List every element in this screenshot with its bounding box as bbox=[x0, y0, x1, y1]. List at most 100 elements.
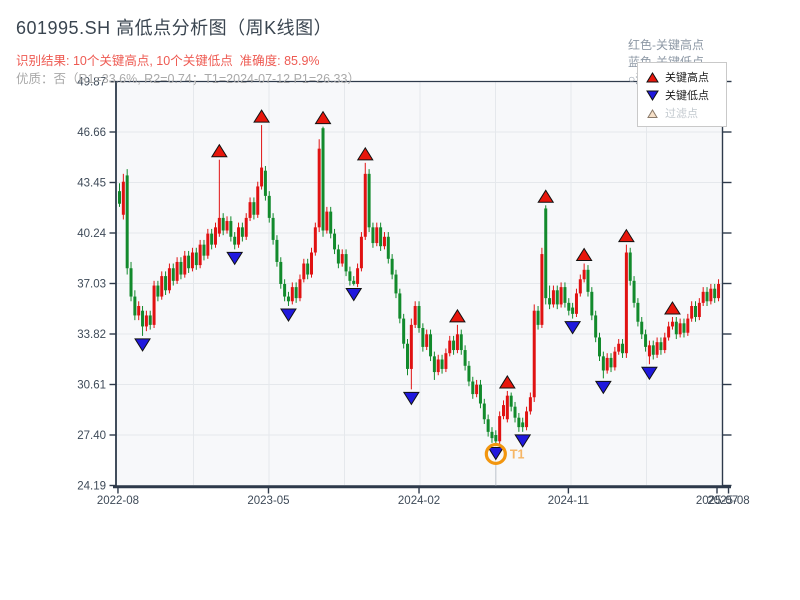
candle-body bbox=[647, 345, 651, 357]
y-axis-label: 24.19 bbox=[77, 481, 106, 493]
candle-body bbox=[509, 395, 513, 407]
key-high-marker bbox=[449, 308, 466, 323]
candle-body bbox=[194, 252, 198, 266]
candle-body bbox=[187, 255, 191, 269]
candle-body bbox=[559, 287, 563, 305]
candle-body bbox=[275, 239, 279, 262]
candle-body bbox=[548, 298, 552, 305]
color-key-high-label: 红色-关键高点 bbox=[628, 38, 704, 52]
candle-body bbox=[409, 324, 413, 369]
candle-body bbox=[678, 323, 682, 335]
candle-body bbox=[379, 227, 383, 247]
legend-filter-label: 过滤点 bbox=[665, 108, 698, 120]
key-low-triangle-icon bbox=[646, 90, 659, 101]
candle-body bbox=[256, 186, 260, 215]
candle-body bbox=[129, 268, 133, 297]
candle-body bbox=[133, 296, 137, 316]
candle-body bbox=[544, 208, 548, 299]
candle-body bbox=[317, 148, 321, 228]
candle-body bbox=[640, 321, 644, 335]
candle-body bbox=[160, 276, 164, 297]
candle-body bbox=[644, 334, 648, 347]
candle-body bbox=[198, 244, 202, 266]
candle-body bbox=[478, 384, 482, 404]
candle-body bbox=[398, 293, 402, 319]
candle-body bbox=[244, 217, 248, 237]
candle-body bbox=[290, 287, 294, 302]
candle-body bbox=[179, 261, 183, 275]
candle-body bbox=[494, 435, 498, 442]
key-high-marker bbox=[664, 301, 681, 315]
candle-body bbox=[206, 233, 210, 256]
candle-body bbox=[137, 305, 141, 316]
candle-body bbox=[578, 279, 582, 294]
candle-body bbox=[551, 290, 555, 305]
candle-body bbox=[471, 381, 475, 395]
key-high-marker bbox=[314, 110, 332, 125]
candle-body bbox=[260, 167, 264, 187]
y-axis-label: 46.66 bbox=[77, 127, 106, 139]
candle-body bbox=[440, 359, 444, 369]
candle-body bbox=[382, 236, 386, 247]
x-axis-label: 2025-08 bbox=[707, 495, 749, 507]
candle-body bbox=[425, 334, 429, 347]
candle-body bbox=[356, 268, 360, 284]
key-low-marker bbox=[134, 338, 151, 352]
candle-body bbox=[283, 283, 287, 297]
y-axis-label: 27.40 bbox=[77, 430, 106, 442]
candle-body bbox=[617, 343, 621, 352]
candle-body bbox=[467, 365, 471, 382]
candle-body bbox=[498, 416, 502, 442]
key-low-marker bbox=[402, 391, 420, 406]
candle-body bbox=[121, 181, 125, 215]
candle-body bbox=[521, 422, 525, 428]
candle-body bbox=[263, 170, 267, 196]
candle-body bbox=[175, 261, 179, 281]
candle-body bbox=[663, 337, 667, 351]
key-low-marker bbox=[641, 366, 658, 381]
candle-body bbox=[386, 236, 390, 259]
candle-body bbox=[536, 310, 540, 325]
candle-body bbox=[148, 315, 152, 325]
candle-body bbox=[582, 269, 586, 280]
x-axis-label: 2023-05 bbox=[247, 495, 289, 507]
x-axis-label: 2024-02 bbox=[398, 495, 440, 507]
legend-item-filter: 过滤点 bbox=[646, 104, 726, 122]
legend-item-key-low: 关键低点 bbox=[646, 86, 726, 104]
candle-body bbox=[413, 305, 417, 325]
candle-body bbox=[210, 233, 214, 245]
candle-body bbox=[302, 263, 306, 280]
candle-body bbox=[448, 340, 452, 354]
candle-body bbox=[167, 268, 171, 291]
key-high-marker bbox=[356, 146, 374, 161]
candle-body bbox=[190, 252, 194, 269]
candle-body bbox=[344, 254, 348, 272]
key-high-marker bbox=[575, 247, 593, 262]
candle-body bbox=[183, 255, 187, 275]
candle-body bbox=[436, 359, 440, 373]
candle-body bbox=[333, 233, 337, 250]
y-axis-label: 37.03 bbox=[77, 279, 106, 291]
candle-body bbox=[225, 221, 229, 231]
candle-body bbox=[590, 291, 594, 316]
candle-body bbox=[571, 307, 575, 314]
candle-body bbox=[555, 290, 559, 305]
candle-body bbox=[279, 261, 283, 284]
legend-key-low-label: 关键低点 bbox=[665, 90, 709, 102]
candle-body bbox=[310, 252, 313, 275]
candle-body bbox=[359, 236, 363, 269]
candle-body bbox=[118, 191, 121, 204]
candle-body bbox=[690, 305, 694, 319]
candle-body bbox=[574, 293, 578, 314]
candle-body bbox=[248, 202, 252, 218]
candle-body bbox=[628, 252, 632, 281]
y-axis-label: 49.87 bbox=[77, 77, 106, 89]
candle-body bbox=[252, 202, 256, 215]
candle-body bbox=[709, 288, 713, 302]
t1-label: T1 bbox=[510, 447, 525, 461]
candle-body bbox=[164, 276, 168, 291]
candle-body bbox=[271, 217, 275, 240]
candle-body bbox=[321, 128, 325, 231]
